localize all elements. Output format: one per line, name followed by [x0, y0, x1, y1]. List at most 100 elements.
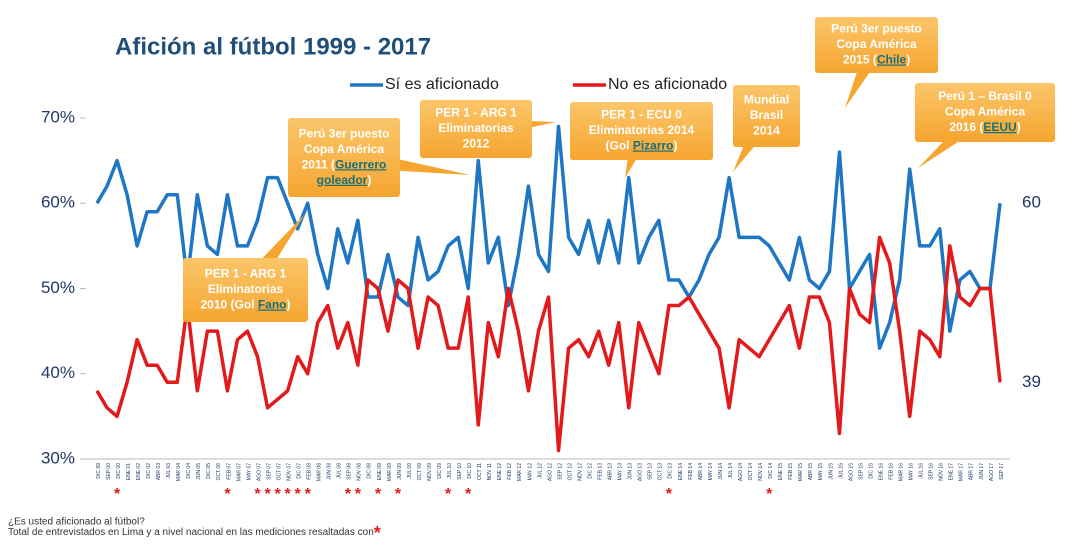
x-tick-label: SEP 17: [999, 463, 1005, 480]
x-tick-label: MAY 07: [246, 463, 252, 481]
x-tick-label: OCT 09: [417, 463, 423, 481]
callout-text: Brasil: [750, 108, 783, 122]
x-tick-label: JUL 14: [728, 463, 734, 479]
x-tick-label: OCT 14: [748, 463, 754, 481]
x-tick-label: ENE 15: [778, 463, 784, 480]
x-tick-label: DIC 15: [868, 463, 874, 479]
highlight-marker: *: [224, 486, 231, 503]
x-tick-label: ABR 14: [698, 463, 704, 480]
y-tick-label: 70%: [41, 107, 75, 126]
callout-text: Perú 1 – Brasil 0: [938, 89, 1032, 103]
x-tick-label: JUL 10: [447, 463, 453, 479]
series-line: [95, 235, 1002, 453]
x-tick-label: AGO 17: [989, 463, 995, 481]
x-tick-label: DIC 00: [116, 463, 122, 479]
footnote: ¿Es usted aficionado al fútbol?: [8, 517, 145, 528]
x-tick-label: NOV 07: [286, 463, 292, 481]
x-tick-label: MAR 12: [517, 463, 523, 481]
callout-box: [733, 85, 800, 147]
x-tick-label: DIC 07: [296, 463, 302, 479]
callout-span: 2010 (Gol: [200, 298, 257, 312]
callout-link: Guerrero: [335, 157, 386, 171]
callout-link: Pizarro: [633, 139, 674, 153]
callout-span: Brasil: [750, 108, 783, 122]
x-tick-label: FEB 14: [688, 463, 694, 480]
x-tick-label: JUN 17: [979, 463, 985, 480]
x-tick-label: DIC 13: [668, 463, 674, 479]
callout-span: Eliminatorias: [208, 282, 284, 296]
callout-span: ): [287, 298, 291, 312]
x-tick-label: JUN 13: [628, 463, 634, 480]
highlight-marker: *: [445, 486, 452, 503]
callout-text: Perú 3er puesto: [299, 126, 390, 140]
chart-title: Afición al fútbol 1999 - 2017: [115, 33, 431, 60]
x-tick-label: MAR 16: [898, 463, 904, 481]
x-tick-label: JUL 09: [407, 463, 413, 479]
x-tick-label: FEB 16: [888, 463, 894, 480]
x-tick-label: ABR 15: [808, 463, 814, 480]
x-tick-label: JUN 08: [327, 463, 333, 480]
x-tick-label: MAR 07: [236, 463, 242, 481]
x-tick-label: DIC 12: [587, 463, 593, 479]
x-tick-label: SEP 10: [457, 463, 463, 480]
y-tick-label: 50%: [41, 278, 75, 297]
x-tick-label: MAY 16: [909, 463, 915, 481]
footnote-span: Total de entrevistados en Lima y a nivel…: [8, 527, 374, 538]
x-tick-label: OCT 06: [216, 463, 222, 481]
callout-text: Mundial: [744, 93, 789, 107]
callout-span: Perú 1 – Brasil 0: [938, 89, 1032, 103]
x-tick-label: MAY 15: [818, 463, 824, 481]
callout-box: [815, 17, 938, 73]
footnote-marker: *: [374, 523, 381, 543]
callout-text: PER 1 - ECU 0: [601, 108, 682, 122]
x-tick-label: JUN 05: [196, 463, 202, 480]
x-tick-label: ENE 09: [377, 463, 383, 480]
x-tick-label: AGO 15: [848, 463, 854, 481]
x-tick-label: SEP 00: [106, 463, 112, 480]
x-tick-label: OCT 07: [276, 463, 282, 481]
highlight-marker: *: [375, 486, 382, 503]
x-tick-label: NOV 14: [758, 463, 764, 481]
callout-span: Copa América: [304, 142, 385, 156]
x-tick-label: FEB 13: [597, 463, 603, 480]
x-tick-label: JUL 16: [919, 463, 925, 479]
x-tick-label: SEP 08: [347, 463, 353, 480]
callout-text: Copa América: [945, 105, 1026, 119]
highlight-marker: *: [355, 486, 362, 503]
callout-span: ): [674, 139, 678, 153]
callout-text: 2011 (Guerrero: [302, 157, 387, 171]
x-tick-label: FEB 08: [307, 463, 313, 480]
x-tick-label: MAR 15: [798, 463, 804, 481]
callout-span: 2012: [463, 137, 490, 151]
callout-text: Eliminatorias 2014: [589, 123, 695, 137]
callout-text: PER 1 - ARG 1: [205, 267, 287, 281]
callout-text: Perú 3er puesto: [831, 22, 922, 36]
callout-text: Eliminatorias: [208, 282, 284, 296]
callout-span: Mundial: [744, 93, 789, 107]
highlight-marker: *: [345, 486, 352, 503]
x-tick-label: SEP 07: [266, 463, 272, 480]
callout-box: [183, 258, 308, 322]
callout-link: Chile: [877, 53, 907, 67]
x-tick-label: SEP 16: [929, 463, 935, 480]
x-tick-label: SEP 12: [557, 463, 563, 480]
callout-text: Copa América: [836, 37, 917, 51]
x-tick-label: NOV 12: [577, 463, 583, 481]
x-tick-label: JUN 14: [718, 463, 724, 480]
callout-span: 2014: [753, 124, 780, 138]
x-tick-label: JUN 09: [397, 463, 403, 480]
highlight-marker: *: [465, 486, 472, 503]
x-tick-label: ENE 02: [136, 463, 142, 480]
y-tick-label: 30%: [41, 448, 75, 467]
x-tick-label: FEB 15: [788, 463, 794, 480]
y-tick-label: 40%: [41, 363, 75, 382]
x-tick-label: NOV 09: [427, 463, 433, 481]
callout-text: (Gol Pizarro): [605, 139, 677, 153]
highlight-marker: *: [666, 486, 673, 503]
callout-span: Perú 3er puesto: [299, 126, 390, 140]
callout-link: Fano: [258, 298, 287, 312]
x-tick-label: NOV 11: [487, 463, 493, 481]
highlight-marker: *: [285, 486, 292, 503]
highlight-marker: *: [114, 486, 121, 503]
